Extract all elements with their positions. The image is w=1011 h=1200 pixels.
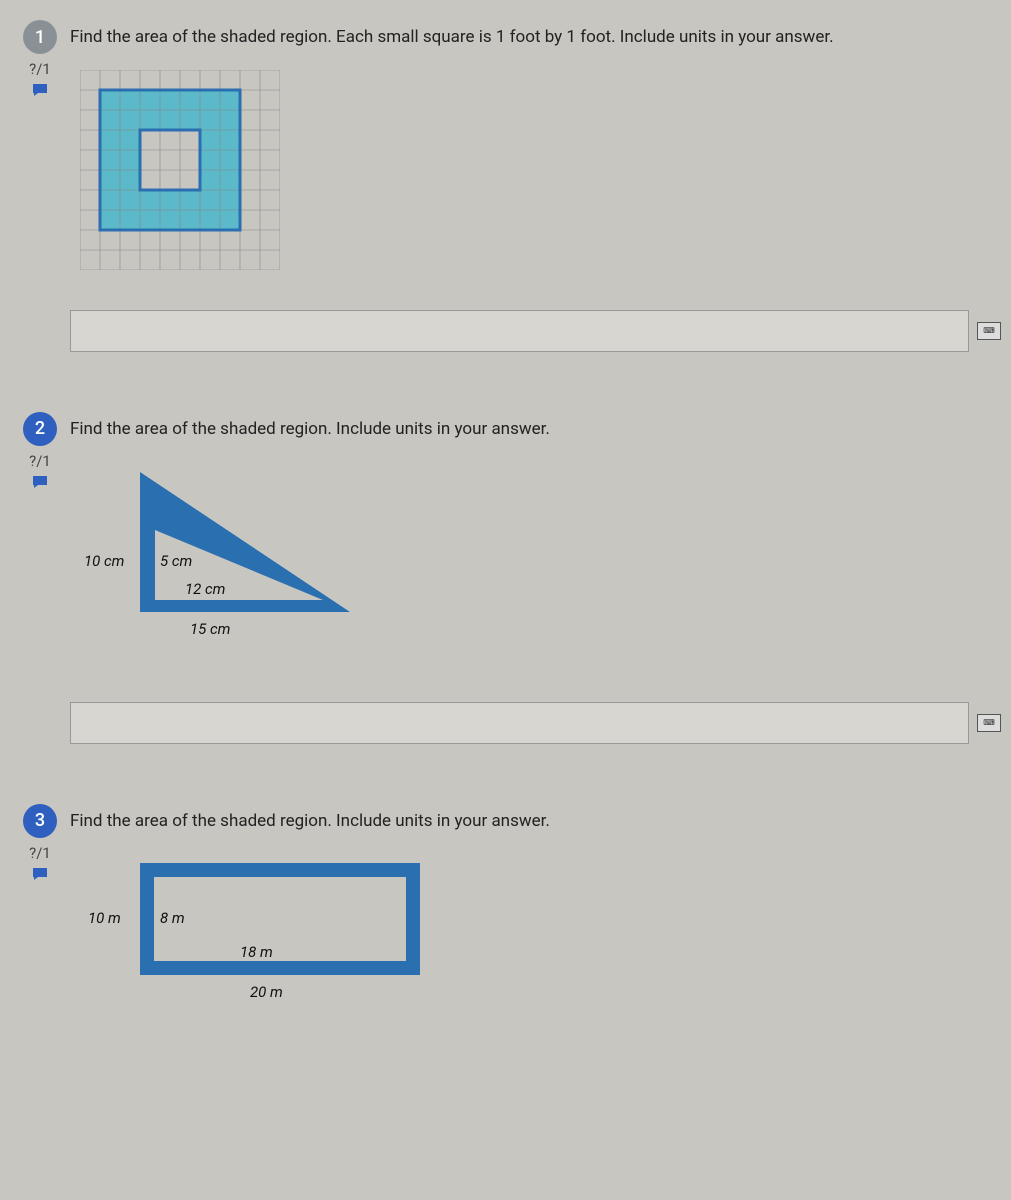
question-2: 2 ?/1 Find the area of the shaded region… <box>10 412 1001 794</box>
label-left-outer: 10 cm <box>84 552 124 570</box>
label-left-outer: 10 m <box>88 909 121 927</box>
question-1: 1 ?/1 Find the area of the shaded region… <box>10 20 1001 402</box>
question-text: Find the area of the shaded region. Each… <box>70 26 1001 50</box>
question-3: 3 ?/1 Find the area of the shaded region… <box>10 804 1001 1064</box>
question-meta: 3 ?/1 <box>10 804 70 880</box>
question-number-badge: 1 <box>23 20 57 54</box>
label-base-outer: 20 m <box>250 983 283 1001</box>
label-base-inner: 18 m <box>240 943 273 961</box>
chat-icon[interactable] <box>32 474 48 488</box>
question-body: Find the area of the shaded region. Incl… <box>70 804 1001 1064</box>
label-left-inner: 8 m <box>160 909 185 927</box>
question-score: ?/1 <box>29 60 51 78</box>
figure-rect: 10 m 8 m 18 m 20 m <box>80 853 440 1023</box>
question-number-badge: 3 <box>23 804 57 838</box>
question-body: Find the area of the shaded region. Incl… <box>70 412 1001 794</box>
figure-triangle: 10 cm 5 cm 12 cm 15 cm <box>80 462 340 662</box>
question-body: Find the area of the shaded region. Each… <box>70 20 1001 402</box>
question-meta: 2 ?/1 <box>10 412 70 488</box>
keyboard-icon[interactable]: ⌨ <box>977 322 1001 340</box>
figure-grid <box>80 70 280 270</box>
answer-input[interactable] <box>70 310 969 352</box>
question-number-badge: 2 <box>23 412 57 446</box>
question-text: Find the area of the shaded region. Incl… <box>70 418 1001 442</box>
answer-input[interactable] <box>70 702 969 744</box>
chat-icon[interactable] <box>32 82 48 96</box>
label-base-inner: 12 cm <box>185 580 225 598</box>
label-base-outer: 15 cm <box>190 620 230 638</box>
question-score: ?/1 <box>29 844 51 862</box>
question-meta: 1 ?/1 <box>10 20 70 96</box>
question-text: Find the area of the shaded region. Incl… <box>70 810 1001 834</box>
question-score: ?/1 <box>29 452 51 470</box>
label-left-inner: 5 cm <box>160 552 192 570</box>
keyboard-icon[interactable]: ⌨ <box>977 714 1001 732</box>
chat-icon[interactable] <box>32 866 48 880</box>
